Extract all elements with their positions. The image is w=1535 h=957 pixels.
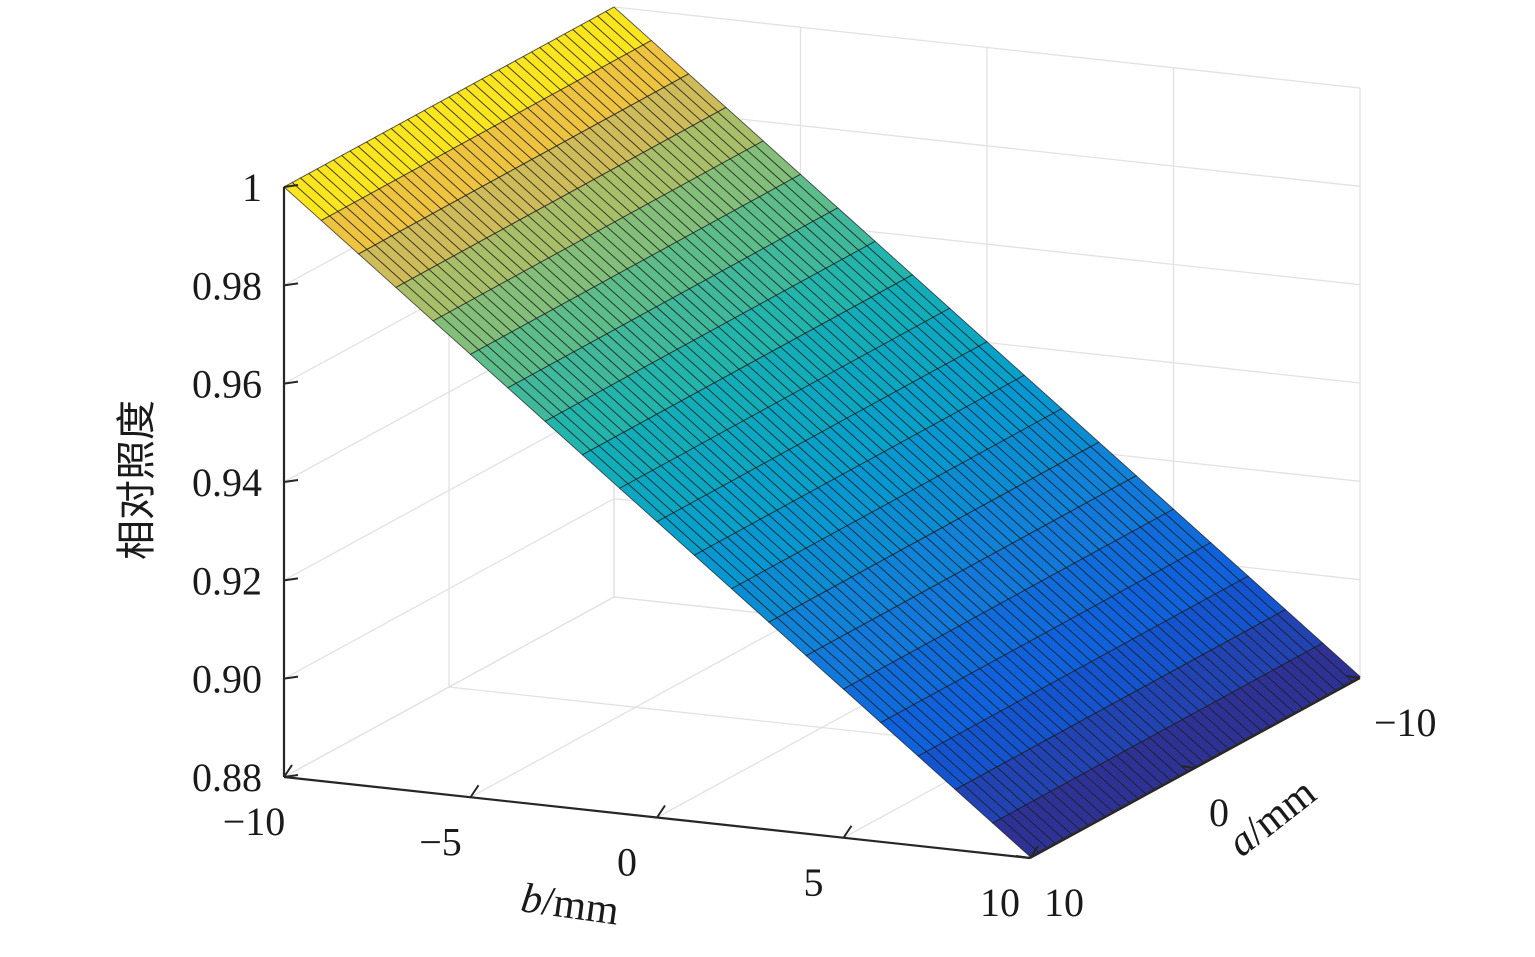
y-tick-mark [1345,675,1361,679]
z-tick-mark [283,577,299,582]
z-tick-mark [283,479,299,483]
grid-line [283,498,615,680]
y-tick-label: 0 [1209,790,1229,835]
x-tick-label: 5 [804,860,824,905]
z-tick-mark [283,774,299,778]
z-tick-mark [283,675,299,680]
z-tick-mark [283,282,299,287]
z-tick-label: 0.94 [192,460,262,505]
grid-line [613,6,1361,89]
x-tick-label: −5 [419,819,462,864]
z-tick-label: 0.98 [192,263,262,308]
y-tick-mark [1180,765,1196,769]
z-tick-label: 0.88 [192,755,262,800]
x-tick-label: −10 [223,799,286,844]
x-tick-mark [656,804,666,819]
y-tick-label: 10 [1044,880,1084,925]
z-tick-mark [283,184,299,188]
z-tick-mark [283,380,299,385]
y-tick-label: −10 [1374,700,1437,745]
y-tick-mark [1015,855,1031,859]
surface-layer [283,6,1361,858]
x-axis-label: b/mm [518,875,622,934]
x-tick-mark [283,764,293,778]
x-tick-label: 0 [617,840,637,885]
z-tick-label: 0.92 [192,558,262,603]
z-tick-label: 1 [242,165,262,210]
z-axis-label: 相对照度 [114,400,160,560]
x-tick-mark [1029,845,1039,859]
x-tick-mark [842,825,853,839]
x-tick-label: 10 [980,880,1020,925]
z-tick-label: 0.90 [192,657,262,702]
y-axis-label: a/mm [1219,769,1325,866]
ticks-layer: 0.88 0.90 0.92 0.94 0.96 0.98 1 −10 −5 0 5 10 −10 0 10 [192,165,1437,925]
z-tick-label: 0.96 [192,362,262,407]
x-tick-mark [469,784,480,798]
